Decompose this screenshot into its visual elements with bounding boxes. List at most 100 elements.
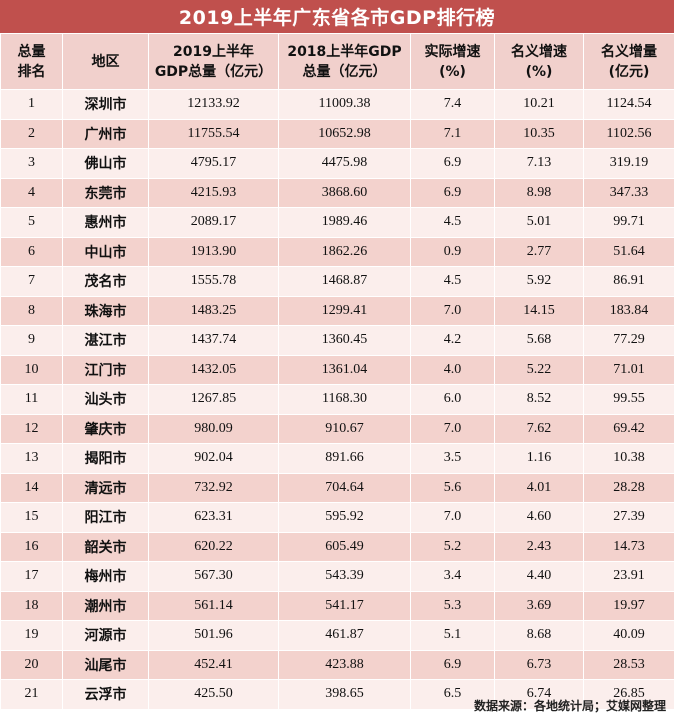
nominal-growth-cell: 7.13 [494, 148, 584, 179]
city-cell: 汕尾市 [62, 649, 149, 680]
nominal-increase-cell: 26.85 [583, 679, 674, 710]
table-row: 21 云浮市 425.50 398.65 6.5 6.74 26.85 [0, 679, 674, 710]
gdp-2018-cell: 1360.45 [278, 325, 411, 356]
nominal-increase-cell: 1124.54 [583, 89, 674, 120]
real-growth-cell: 5.3 [410, 590, 495, 621]
rank-cell: 19 [0, 620, 63, 651]
city-cell: 中山市 [62, 236, 149, 267]
rank-cell: 15 [0, 502, 63, 533]
gdp-2018-cell: 4475.98 [278, 148, 411, 179]
table-row: 2 广州市 11755.54 10652.98 7.1 10.35 1102.56 [0, 118, 674, 149]
nominal-increase-cell: 10.38 [583, 443, 674, 474]
rank-cell: 8 [0, 295, 63, 326]
data-source-note: 数据来源：各地统计局；艾媒网整理 [473, 699, 666, 713]
nominal-increase-cell: 99.55 [583, 384, 674, 415]
table-row: 18 潮州市 561.14 541.17 5.3 3.69 19.97 [0, 590, 674, 621]
gdp-2018-cell: 1168.30 [278, 384, 411, 415]
real-growth-cell: 7.1 [410, 118, 495, 149]
rank-cell: 16 [0, 531, 63, 562]
nominal-increase-cell: 28.28 [583, 472, 674, 503]
nominal-growth-cell: 6.73 [494, 649, 584, 680]
nominal-growth-cell: 4.60 [494, 502, 584, 533]
gdp-2018-cell: 541.17 [278, 590, 411, 621]
gdp-2019-cell: 11755.54 [148, 118, 279, 149]
rank-cell: 10 [0, 354, 63, 385]
gdp-2018-cell: 704.64 [278, 472, 411, 503]
nominal-growth-cell: 10.21 [494, 89, 584, 120]
rank-cell: 7 [0, 266, 63, 297]
rank-cell: 6 [0, 236, 63, 267]
gdp-2019-cell: 620.22 [148, 531, 279, 562]
gdp-2019-cell: 1913.90 [148, 236, 279, 267]
city-cell: 潮州市 [62, 590, 149, 621]
gdp-2018-cell: 398.65 [278, 679, 411, 710]
gdp-2019-cell: 623.31 [148, 502, 279, 533]
nominal-growth-cell: 2.43 [494, 531, 584, 562]
real-growth-cell: 6.9 [410, 649, 495, 680]
nominal-increase-cell: 14.73 [583, 531, 674, 562]
header-nominal-increase: 名义增量 (亿元) [583, 33, 674, 90]
gdp-ranking-table: 总量 排名 地区 2019上半年 GDP总量（亿元） 2018上半年GDP 总量（亿元… [0, 33, 674, 710]
real-growth-cell: 5.2 [410, 531, 495, 562]
nominal-growth-cell: 8.52 [494, 384, 584, 415]
city-cell: 阳江市 [62, 502, 149, 533]
gdp-2019-cell: 1483.25 [148, 295, 279, 326]
gdp-2018-cell: 423.88 [278, 649, 411, 680]
real-growth-cell: 6.0 [410, 384, 495, 415]
header-region: 地区 [62, 33, 149, 90]
nominal-increase-cell: 23.91 [583, 561, 674, 592]
table-body: 1 深圳市 12133.92 11009.38 7.4 10.21 1124.54 2 广州市 1… [0, 89, 674, 710]
nominal-increase-cell: 77.29 [583, 325, 674, 356]
table-row: 14 清远市 732.92 704.64 5.6 4.01 28.28 [0, 472, 674, 503]
gdp-2019-cell: 732.92 [148, 472, 279, 503]
nominal-increase-cell: 40.09 [583, 620, 674, 651]
rank-cell: 11 [0, 384, 63, 415]
table-row: 4 东莞市 4215.93 3868.60 6.9 8.98 347.33 [0, 177, 674, 208]
rank-cell: 18 [0, 590, 63, 621]
nominal-increase-cell: 183.84 [583, 295, 674, 326]
gdp-2019-cell: 1267.85 [148, 384, 279, 415]
real-growth-cell: 7.0 [410, 295, 495, 326]
header-rank: 总量 排名 [0, 33, 63, 90]
nominal-growth-cell: 2.77 [494, 236, 584, 267]
real-growth-cell: 3.4 [410, 561, 495, 592]
gdp-2018-cell: 10652.98 [278, 118, 411, 149]
gdp-2019-cell: 501.96 [148, 620, 279, 651]
gdp-2018-cell: 1361.04 [278, 354, 411, 385]
nominal-growth-cell: 4.01 [494, 472, 584, 503]
gdp-2019-cell: 1432.05 [148, 354, 279, 385]
city-cell: 深圳市 [62, 89, 149, 120]
real-growth-cell: 6.9 [410, 148, 495, 179]
gdp-2018-cell: 910.67 [278, 413, 411, 444]
gdp-2018-cell: 595.92 [278, 502, 411, 533]
table-row: 20 汕尾市 452.41 423.88 6.9 6.73 28.53 [0, 649, 674, 680]
table-row: 9 湛江市 1437.74 1360.45 4.2 5.68 77.29 [0, 325, 674, 356]
table-row: 17 梅州市 567.30 543.39 3.4 4.40 23.91 [0, 561, 674, 592]
nominal-increase-cell: 19.97 [583, 590, 674, 621]
rank-cell: 13 [0, 443, 63, 474]
city-cell: 汕头市 [62, 384, 149, 415]
city-cell: 河源市 [62, 620, 149, 651]
real-growth-cell: 6.5 [410, 679, 495, 710]
real-growth-cell: 7.0 [410, 502, 495, 533]
nominal-growth-cell: 5.01 [494, 207, 584, 238]
gdp-2019-cell: 425.50 [148, 679, 279, 710]
real-growth-cell: 7.0 [410, 413, 495, 444]
gdp-2019-cell: 902.04 [148, 443, 279, 474]
rank-cell: 3 [0, 148, 63, 179]
nominal-increase-cell: 71.01 [583, 354, 674, 385]
rank-cell: 9 [0, 325, 63, 356]
gdp-2019-cell: 561.14 [148, 590, 279, 621]
gdp-2019-cell: 4215.93 [148, 177, 279, 208]
real-growth-cell: 6.9 [410, 177, 495, 208]
table-row: 1 深圳市 12133.92 11009.38 7.4 10.21 1124.54 [0, 89, 674, 120]
nominal-increase-cell: 347.33 [583, 177, 674, 208]
table-row: 12 肇庆市 980.09 910.67 7.0 7.62 69.42 [0, 413, 674, 444]
gdp-2018-cell: 461.87 [278, 620, 411, 651]
nominal-increase-cell: 28.53 [583, 649, 674, 680]
gdp-2018-cell: 605.49 [278, 531, 411, 562]
city-cell: 清远市 [62, 472, 149, 503]
nominal-growth-cell: 6.74 [494, 679, 584, 710]
real-growth-cell: 4.2 [410, 325, 495, 356]
city-cell: 珠海市 [62, 295, 149, 326]
